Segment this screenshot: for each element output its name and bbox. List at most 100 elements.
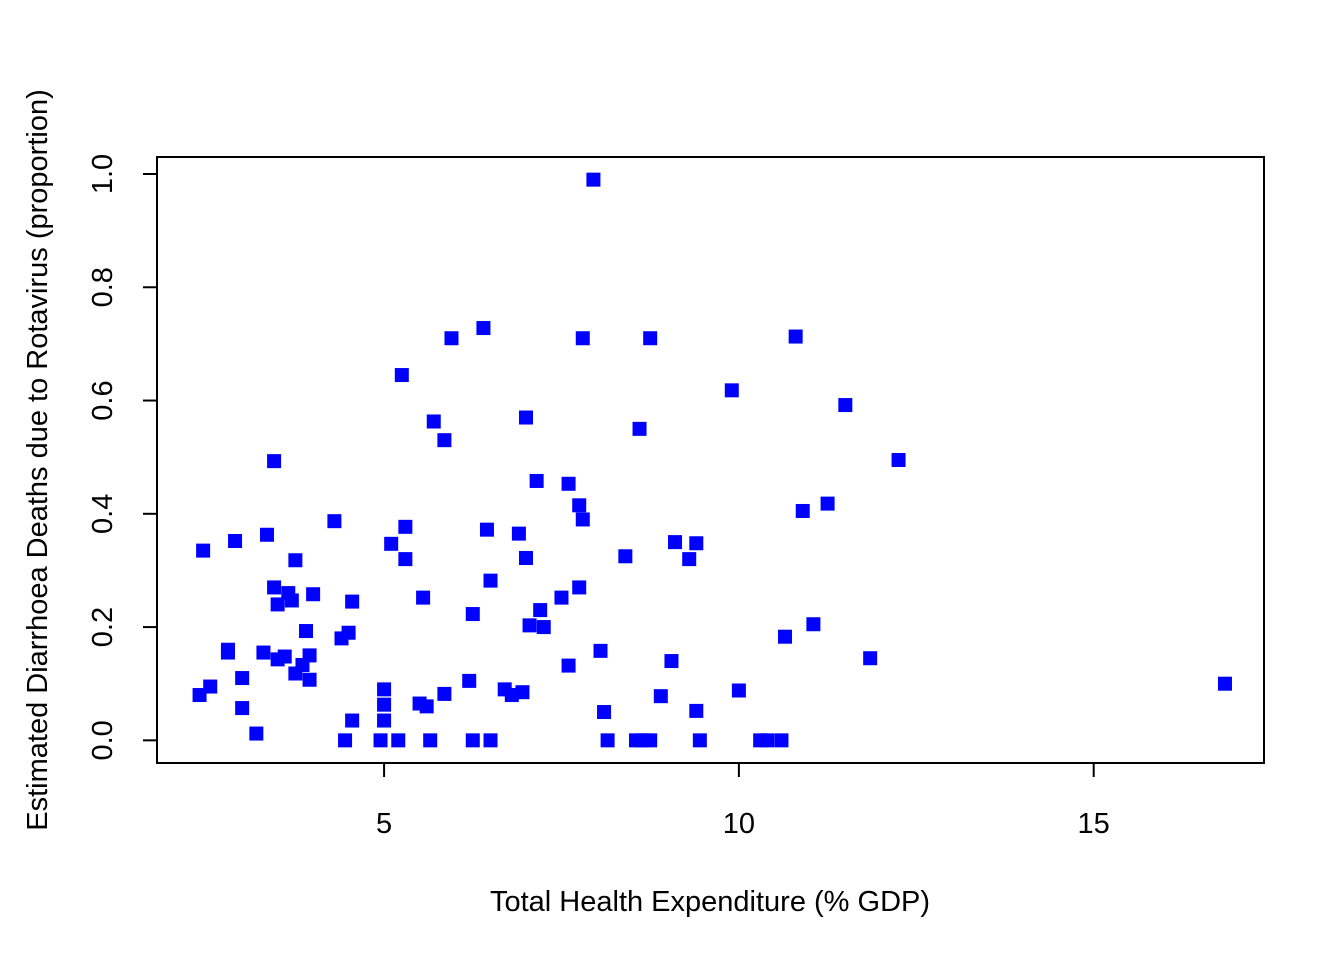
data-point: [345, 713, 360, 728]
data-point: [586, 172, 601, 187]
data-point: [795, 503, 810, 518]
plot-frame: [156, 156, 1265, 764]
data-point: [689, 703, 704, 718]
data-point: [398, 519, 413, 534]
data-point: [632, 421, 647, 436]
data-points: [192, 172, 1232, 748]
data-point: [504, 688, 519, 703]
data-point: [249, 726, 264, 741]
data-point: [618, 549, 633, 564]
data-point: [515, 685, 530, 700]
data-point: [203, 679, 218, 694]
data-point: [256, 645, 271, 660]
data-point: [788, 329, 803, 344]
data-point: [423, 733, 438, 748]
data-point: [444, 331, 459, 346]
data-point: [267, 454, 282, 469]
data-point: [600, 733, 615, 748]
data-point: [259, 527, 274, 542]
data-point: [519, 550, 533, 565]
data-point: [377, 682, 392, 697]
data-point: [306, 587, 321, 602]
data-point: [820, 496, 835, 511]
data-point: [384, 536, 399, 551]
y-tick-label: 0.8: [87, 267, 119, 307]
data-point: [838, 398, 853, 413]
data-point: [760, 733, 775, 748]
data-point: [267, 580, 282, 595]
y-tick-label: 1.0: [87, 154, 119, 194]
data-point: [692, 733, 707, 748]
data-point: [437, 433, 452, 448]
data-point: [664, 654, 679, 669]
data-point: [863, 651, 878, 666]
data-point: [554, 590, 569, 605]
x-tick-label: 15: [1078, 808, 1110, 840]
data-point: [338, 733, 353, 748]
data-point: [533, 603, 548, 618]
data-point: [302, 648, 317, 663]
data-point: [689, 536, 704, 551]
data-point: [426, 414, 441, 429]
x-axis: 5 10 15: [376, 762, 1110, 840]
data-point: [653, 689, 668, 704]
data-point: [724, 383, 739, 398]
data-point: [593, 643, 608, 658]
data-point: [398, 552, 413, 567]
data-point: [483, 733, 498, 748]
data-point: [519, 410, 533, 425]
data-point: [284, 593, 299, 608]
data-point: [575, 331, 590, 346]
y-tick-label: 0.0: [87, 720, 119, 760]
data-point: [377, 697, 392, 712]
data-point: [476, 321, 491, 336]
data-point: [479, 522, 494, 537]
data-point: [572, 498, 587, 513]
data-point: [196, 543, 211, 558]
data-point: [288, 553, 303, 568]
data-point: [465, 733, 480, 748]
data-point: [462, 673, 477, 688]
data-point: [806, 617, 821, 632]
y-axis: 0.0 0.2 0.4 0.6 0.8 1.0: [87, 154, 158, 761]
data-point: [437, 686, 452, 701]
data-point: [575, 512, 590, 527]
data-point: [522, 618, 537, 633]
data-point: [778, 629, 793, 644]
data-point: [483, 573, 498, 588]
data-point: [597, 705, 612, 720]
data-point: [891, 453, 906, 467]
data-point: [235, 671, 250, 686]
data-point: [277, 649, 292, 664]
data-point: [228, 533, 243, 548]
data-point: [270, 597, 285, 612]
data-point: [192, 688, 207, 703]
data-point: [299, 624, 314, 639]
x-axis-title: Total Health Expenditure (% GDP): [490, 886, 930, 918]
data-point: [529, 473, 544, 488]
x-tick-label: 5: [376, 808, 392, 840]
data-point: [345, 594, 360, 609]
data-point: [1217, 676, 1232, 691]
data-point: [511, 526, 526, 541]
data-point: [416, 590, 431, 605]
data-point: [373, 733, 388, 748]
y-tick-label: 0.2: [87, 607, 119, 647]
data-point: [302, 672, 317, 687]
data-point: [341, 625, 356, 640]
data-point: [643, 733, 658, 748]
data-point: [391, 733, 406, 748]
data-point: [643, 331, 658, 346]
y-tick-label: 0.6: [87, 380, 119, 420]
y-axis-title: Estimated Diarrhoea Deaths due to Rotavi…: [22, 89, 54, 830]
data-point: [327, 514, 342, 529]
data-point: [774, 733, 789, 748]
data-point: [235, 701, 250, 716]
data-point: [572, 580, 587, 595]
data-point: [561, 658, 576, 673]
data-point: [536, 620, 551, 635]
data-point: [377, 713, 392, 728]
data-point: [465, 607, 480, 622]
data-point: [394, 368, 409, 383]
